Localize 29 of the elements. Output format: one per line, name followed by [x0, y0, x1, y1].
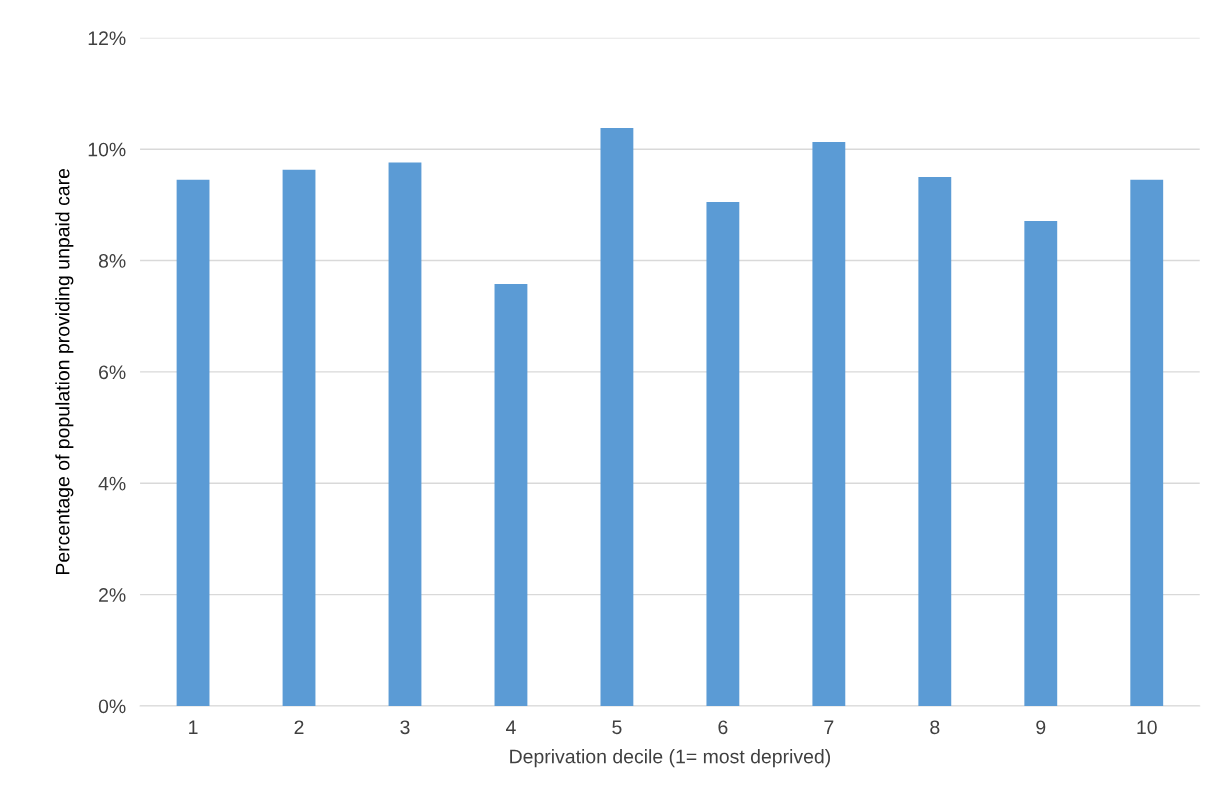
y-tick-label: 8% — [98, 254, 126, 268]
x-tick-label: 8 — [930, 720, 940, 735]
x-tick-label: 4 — [505, 720, 516, 734]
x-tick-label: 1 — [189, 720, 198, 734]
bar — [706, 202, 740, 706]
x-tick-label: 6 — [718, 720, 728, 735]
bar — [812, 141, 846, 706]
x-tick-label: 9 — [1036, 720, 1046, 735]
bar — [600, 128, 634, 706]
y-tick-label: 2% — [99, 588, 126, 602]
y-axis-title: Percentage of population providing unpaid care — [55, 168, 74, 575]
bar — [1024, 221, 1058, 706]
y-tick-label: 0% — [98, 699, 126, 714]
x-tick-label: 7 — [824, 720, 834, 734]
bar — [282, 169, 316, 706]
x-tick-label: 2 — [294, 720, 304, 734]
bar — [918, 177, 952, 706]
x-tick-label: 10 — [1137, 720, 1157, 735]
bar — [1130, 179, 1164, 706]
bar — [388, 162, 422, 706]
x-tick-label: 5 — [612, 720, 622, 735]
y-tick-label: 12% — [88, 31, 126, 45]
x-tick-label: 3 — [400, 720, 410, 735]
bar — [176, 179, 210, 706]
x-axis-title: Deprivation decile (1= most deprived) — [510, 749, 831, 768]
bar — [494, 283, 528, 706]
y-tick-label: 6% — [99, 365, 126, 380]
y-tick-label: 10% — [88, 142, 126, 157]
y-tick-label: 4% — [98, 476, 126, 491]
